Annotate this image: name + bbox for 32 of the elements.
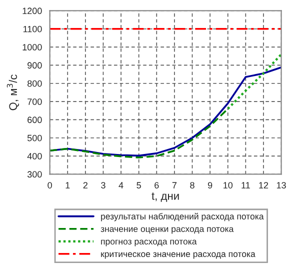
x-tick-label: 9	[208, 182, 212, 188]
x-tick-label: 12	[259, 182, 268, 188]
y-tick-label: 1200	[22, 8, 42, 14]
x-tick-label: 2	[83, 182, 88, 188]
y-tick-label: 800	[28, 80, 42, 87]
x-tick-label: 1	[66, 182, 70, 188]
legend-label: критическое значение расхода потока	[101, 252, 256, 259]
x-tick-label: 6	[154, 182, 159, 188]
x-tick-label: 13	[276, 182, 286, 188]
x-tick-label: 5	[136, 182, 141, 188]
x-tick-label: 8	[190, 182, 194, 188]
legend-label: результаты наблюдений расхода потока	[101, 212, 264, 222]
x-axis-title: t, дни	[152, 192, 179, 202]
y-tick-label: 700	[28, 98, 42, 105]
y-axis-title: Q, м$^{3}$/с	[6, 74, 20, 110]
x-tick-label: 7	[172, 182, 177, 188]
y-tick-label: 400	[27, 153, 42, 160]
legend-label: прогноз расхода потока	[101, 240, 197, 246]
y-tick-label: 600	[28, 116, 42, 124]
y-tick-label: 1100	[23, 26, 42, 32]
x-tick-label: 4	[118, 182, 124, 188]
y-tick-label: 500	[27, 134, 42, 142]
y-tick-label: 1000	[22, 44, 42, 50]
line-series	[226, 53, 282, 110]
x-tick-label: 11	[242, 182, 250, 188]
legend-label: значение оценки расхода потока	[100, 227, 234, 234]
y-tick-label: 300	[27, 171, 42, 178]
x-tick-label: 3	[101, 182, 106, 188]
x-tick-label: 10	[224, 182, 233, 188]
line-series	[50, 108, 229, 158]
y-tick-label: 900	[28, 62, 42, 69]
x-tick-label: 0	[48, 182, 52, 188]
